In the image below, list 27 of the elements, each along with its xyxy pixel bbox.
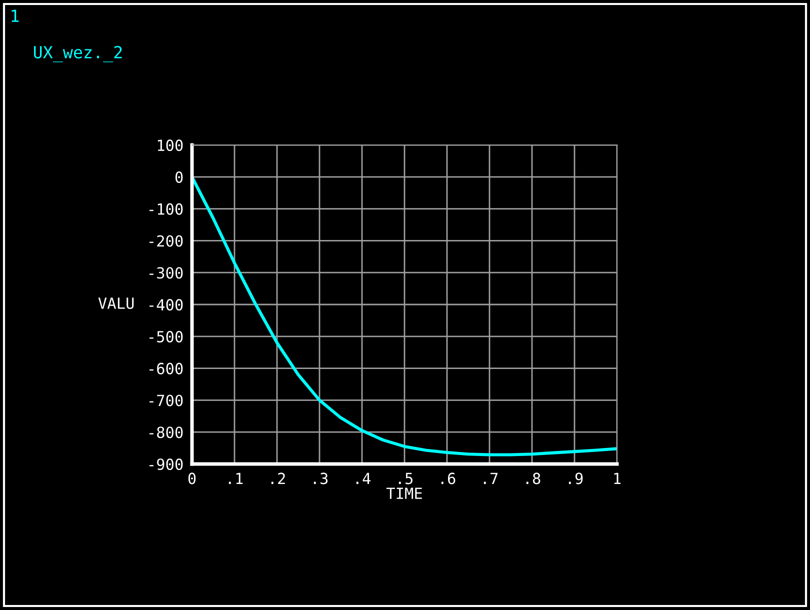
y-tick-label: -400 (150, 299, 183, 311)
y-tick-label: -100 (150, 203, 183, 215)
x-tick-label: .9 (568, 472, 583, 484)
x-tick-label: .6 (441, 472, 456, 484)
y-tick-label: -900 (150, 458, 183, 470)
y-tick-label: -200 (150, 235, 183, 247)
text: 1 (12, 10, 19, 22)
y-tick-label: 100 (158, 140, 183, 152)
x-tick-label: .7 (484, 472, 498, 484)
y-tick-label: -700 (150, 394, 183, 406)
x-tick-label: 1 (614, 472, 621, 484)
y-tick-label: -800 (150, 426, 183, 438)
x-axis-title: TIME (386, 488, 422, 499)
x-tick-label: 0 (188, 472, 196, 484)
text: UX_wez._2 (34, 46, 122, 62)
line-series (192, 175, 617, 456)
x-tick-label: .1 (228, 472, 243, 484)
y-axis-title: VALU (98, 298, 134, 309)
x-tick-label: .2 (271, 472, 285, 484)
y-tick-label: 0 (175, 171, 183, 183)
x-tick-label: .5 (398, 472, 412, 484)
y-tick-label: -300 (150, 267, 183, 279)
y-tick-label: -500 (150, 330, 183, 342)
y-tick-label: -600 (150, 362, 183, 374)
x-tick-label: .8 (526, 472, 540, 484)
x-tick-label: .3 (314, 472, 328, 484)
x-tick-label: .4 (356, 472, 370, 484)
